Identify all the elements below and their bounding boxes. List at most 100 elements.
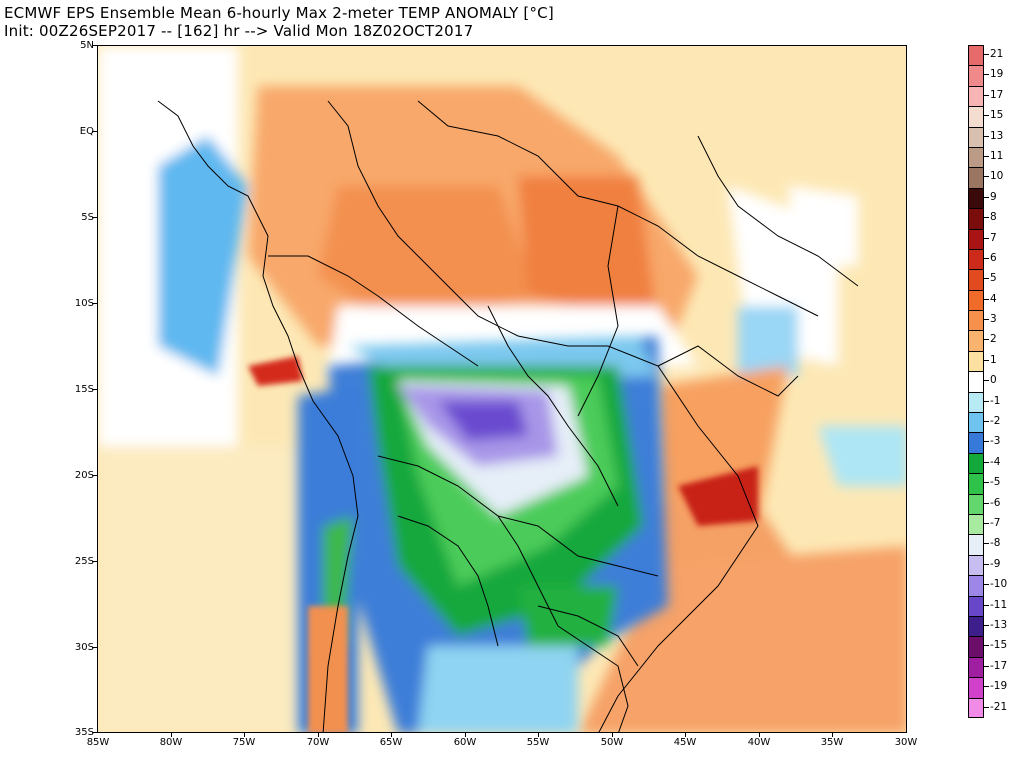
colorbar-swatch bbox=[968, 391, 984, 413]
colorbar-label: -10 bbox=[990, 578, 1008, 591]
colorbar-label: 13 bbox=[990, 129, 1004, 142]
colorbar-label: -11 bbox=[990, 598, 1008, 611]
colorbar-swatch bbox=[968, 167, 984, 188]
lon-tick bbox=[759, 733, 760, 737]
lat-label: 20S bbox=[74, 470, 94, 481]
lon-tick bbox=[391, 733, 392, 737]
colorbar-row: 10 bbox=[968, 167, 1024, 188]
colorbar-tick bbox=[984, 522, 989, 524]
colorbar-tick bbox=[984, 74, 989, 76]
colorbar-row: -21 bbox=[968, 697, 1024, 718]
colorbar-row: 17 bbox=[968, 85, 1024, 107]
lat-tick bbox=[92, 561, 97, 562]
colorbar-label: 2 bbox=[990, 333, 997, 346]
colorbar-row: 4 bbox=[968, 289, 1024, 311]
lon-label: 45W bbox=[673, 737, 697, 748]
colorbar-label: -21 bbox=[990, 700, 1008, 713]
colorbar-row: -2 bbox=[968, 412, 1024, 433]
colorbar-swatch bbox=[968, 656, 984, 678]
colorbar-swatch bbox=[968, 534, 984, 555]
colorbar-label: 0 bbox=[990, 374, 997, 387]
colorbar-swatch bbox=[968, 289, 984, 311]
colorbar-label: 6 bbox=[990, 251, 997, 264]
lon-label: 60W bbox=[453, 737, 477, 748]
colorbar-swatch bbox=[968, 493, 984, 514]
colorbar-swatch bbox=[968, 636, 984, 657]
colorbar-tick bbox=[984, 421, 989, 423]
colorbar-label: 11 bbox=[990, 149, 1004, 162]
colorbar-swatch bbox=[968, 208, 984, 229]
lon-label: 50W bbox=[600, 737, 624, 748]
colorbar-swatch bbox=[968, 65, 984, 86]
colorbar-label: 7 bbox=[990, 231, 997, 244]
colorbar-tick bbox=[984, 686, 989, 688]
colorbar-swatch bbox=[968, 330, 984, 351]
colorbar-label: -9 bbox=[990, 557, 1001, 570]
lat-label: 30S bbox=[74, 642, 94, 653]
colorbar-label: 10 bbox=[990, 170, 1004, 183]
colorbar-swatch bbox=[968, 513, 984, 535]
colorbar-swatch bbox=[968, 228, 984, 249]
lon-tick bbox=[832, 733, 833, 737]
lon-label: 80W bbox=[159, 737, 183, 748]
colorbar-swatch bbox=[968, 310, 984, 331]
colorbar-tick bbox=[984, 584, 989, 586]
colorbar-label: 21 bbox=[990, 48, 1004, 60]
colorbar-tick bbox=[984, 278, 989, 280]
colorbar-row: 11 bbox=[968, 146, 1024, 168]
colorbar-label: 19 bbox=[990, 68, 1004, 81]
colorbar-swatch bbox=[968, 187, 984, 209]
colorbar-tick bbox=[984, 135, 989, 137]
colorbar-row: -10 bbox=[968, 575, 1024, 596]
lat-label: 10S bbox=[74, 298, 94, 309]
colorbar-swatch bbox=[968, 106, 984, 127]
map-subtitle: Init: 00Z26SEP2017 -- [162] hr --> Valid… bbox=[4, 22, 474, 40]
lat-tick bbox=[92, 732, 97, 733]
colorbar-label: 9 bbox=[990, 190, 997, 203]
colorbar-swatch bbox=[968, 575, 984, 596]
colorbar-row: 5 bbox=[968, 269, 1024, 290]
lat-tick bbox=[92, 389, 97, 390]
colorbar-label: 4 bbox=[990, 292, 997, 305]
colorbar-swatch bbox=[968, 248, 984, 270]
colorbar-tick bbox=[984, 298, 989, 300]
colorbar-row: 9 bbox=[968, 187, 1024, 209]
lat-label: 5N bbox=[80, 40, 94, 51]
lat-label: 15S bbox=[74, 384, 94, 395]
colorbar-row: -19 bbox=[968, 677, 1024, 698]
colorbar-tick bbox=[984, 380, 989, 382]
colorbar-row: 15 bbox=[968, 106, 1024, 127]
colorbar-tick bbox=[984, 217, 989, 219]
colorbar-swatch bbox=[968, 45, 984, 66]
colorbar-tick bbox=[984, 665, 989, 667]
colorbar-label: -19 bbox=[990, 680, 1008, 693]
colorbar-label: 15 bbox=[990, 109, 1004, 122]
lon-label: 65W bbox=[379, 737, 403, 748]
colorbar-row: 3 bbox=[968, 310, 1024, 331]
colorbar-swatch bbox=[968, 371, 984, 392]
colorbar-row: -8 bbox=[968, 534, 1024, 555]
lon-tick bbox=[465, 733, 466, 737]
colorbar-row: 2 bbox=[968, 330, 1024, 351]
colorbar-row: 6 bbox=[968, 248, 1024, 270]
colorbar-row: 8 bbox=[968, 208, 1024, 229]
lat-tick bbox=[92, 647, 97, 648]
colorbar-tick bbox=[984, 257, 989, 259]
lat-tick bbox=[92, 475, 97, 476]
colorbar-tick bbox=[984, 502, 989, 504]
colorbar-label: 1 bbox=[990, 353, 997, 366]
colorbar-swatch bbox=[968, 412, 984, 433]
colorbar-swatch bbox=[968, 146, 984, 168]
lon-tick bbox=[612, 733, 613, 737]
colorbar-row: -11 bbox=[968, 595, 1024, 616]
colorbar-tick bbox=[984, 359, 989, 361]
colorbar-swatch bbox=[968, 269, 984, 290]
colorbar-row: -3 bbox=[968, 432, 1024, 453]
anomaly-map bbox=[97, 45, 907, 733]
colorbar-row: -7 bbox=[968, 513, 1024, 535]
anomaly-field bbox=[98, 46, 906, 732]
colorbar-swatch bbox=[968, 432, 984, 453]
colorbar-tick bbox=[984, 339, 989, 341]
lon-tick bbox=[244, 733, 245, 737]
colorbar-tick bbox=[984, 645, 989, 647]
